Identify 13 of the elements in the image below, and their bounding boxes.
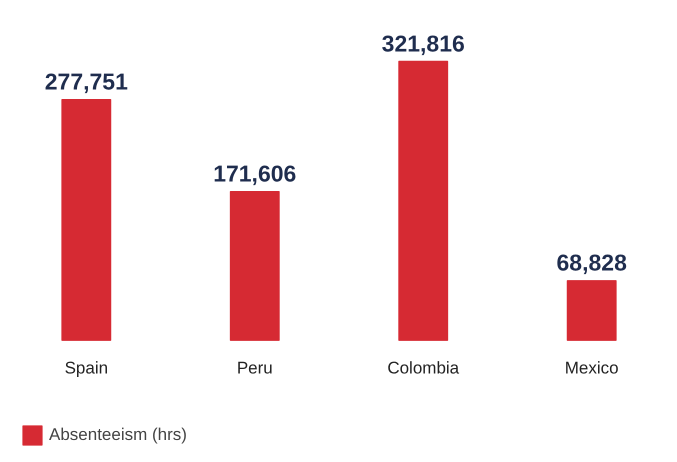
legend-label: Absenteeism (hrs) (49, 425, 187, 445)
bar (566, 280, 617, 341)
data-label: 171,606 (213, 160, 296, 187)
bar (230, 191, 280, 341)
data-label: 277,751 (44, 68, 128, 95)
x-tick-label: Colombia (387, 358, 460, 378)
x-tick-label: Peru (236, 358, 273, 378)
bar (61, 99, 112, 341)
data-label: 321,816 (382, 30, 465, 56)
data-label: 68,828 (556, 250, 628, 276)
x-tick-label: Mexico (564, 358, 619, 378)
x-tick-label: Spain (64, 358, 108, 378)
bar (398, 60, 448, 341)
